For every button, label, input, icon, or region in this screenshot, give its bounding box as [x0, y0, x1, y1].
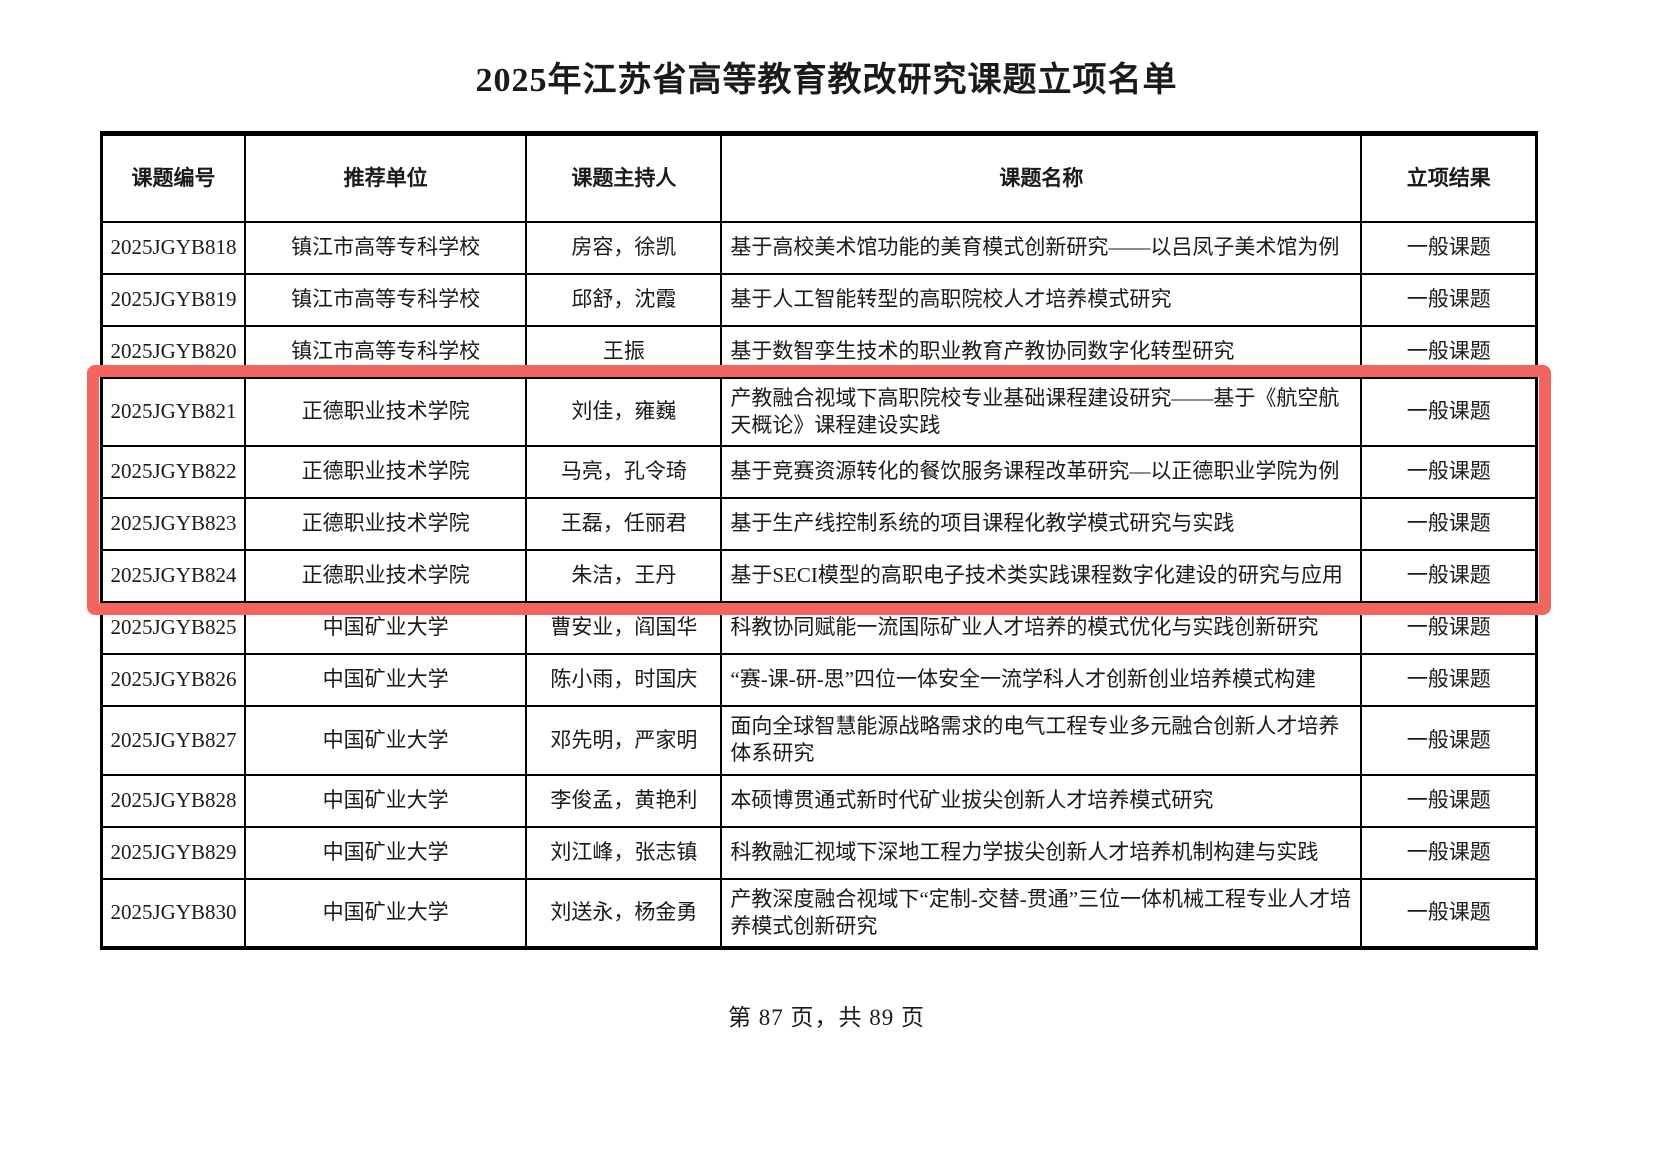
cell-approval-result: 一般课题 — [1360, 825, 1538, 880]
table-row: 2025JGYB828 中国矿业大学 李俊孟，黄艳利 本硕博贯通式新时代矿业拔尖创新人… — [100, 773, 1538, 828]
column-header-project-code: 课题编号 — [100, 132, 246, 223]
cell-project-leader: 李俊孟，黄艳利 — [525, 773, 723, 828]
cell-project-leader: 刘送永，杨金勇 — [525, 877, 723, 950]
cell-approval-result: 一般课题 — [1360, 324, 1538, 379]
cell-project-code: 2025JGYB830 — [100, 877, 246, 950]
cell-project-title: 科教协同赋能一流国际矿业人才培养的模式优化与实践创新研究 — [720, 601, 1363, 656]
cell-approval-result: 一般课题 — [1360, 877, 1538, 950]
cell-recommending-unit: 镇江市高等专科学校 — [243, 324, 528, 379]
cell-project-title: 面向全球智慧能源战略需求的电气工程专业多元融合创新人才培养体系研究 — [720, 705, 1363, 776]
cell-recommending-unit: 镇江市高等专科学校 — [243, 220, 528, 275]
table-row: 2025JGYB830 中国矿业大学 刘送永，杨金勇 产教深度融合视域下“定制-交替-… — [100, 877, 1538, 950]
cell-project-leader: 刘江峰，张志镇 — [525, 825, 723, 880]
cell-project-leader: 邱舒，沈霞 — [525, 272, 723, 327]
cell-project-title: 本硕博贯通式新时代矿业拔尖创新人才培养模式研究 — [720, 773, 1363, 828]
cell-project-leader: 王磊，任丽君 — [525, 497, 723, 552]
cell-project-title: 基于SECI模型的高职电子技术类实践课程数字化建设的研究与应用 — [720, 549, 1363, 604]
cell-project-title: 基于竞赛资源转化的餐饮服务课程改革研究—以正德职业学院为例 — [720, 445, 1363, 500]
cell-project-leader: 王振 — [525, 324, 723, 379]
cell-project-code: 2025JGYB822 — [100, 445, 246, 500]
table-row: 2025JGYB826 中国矿业大学 陈小雨，时国庆 “赛-课-研-思”四位一体安全一… — [100, 653, 1538, 708]
table-row: 2025JGYB829 中国矿业大学 刘江峰，张志镇 科教融汇视域下深地工程力学拔尖创… — [100, 825, 1538, 880]
cell-project-leader: 房容，徐凯 — [525, 220, 723, 275]
cell-project-leader: 邓先明，严家明 — [525, 705, 723, 776]
cell-project-code: 2025JGYB824 — [100, 549, 246, 604]
cell-recommending-unit: 中国矿业大学 — [243, 825, 528, 880]
cell-approval-result: 一般课题 — [1360, 445, 1538, 500]
table-row: 2025JGYB822 正德职业技术学院 马亮，孔令琦 基于竞赛资源转化的餐饮服务课程… — [100, 445, 1538, 500]
cell-project-title: 科教融汇视域下深地工程力学拔尖创新人才培养机制构建与实践 — [720, 825, 1363, 880]
column-header-project-title: 课题名称 — [720, 132, 1363, 223]
table-row: 2025JGYB824 正德职业技术学院 朱洁，王丹 基于SECI模型的高职电子技术类… — [100, 549, 1538, 604]
cell-approval-result: 一般课题 — [1360, 601, 1538, 656]
cell-project-code: 2025JGYB828 — [100, 773, 246, 828]
cell-approval-result: 一般课题 — [1360, 272, 1538, 327]
header-row: 课题编号 推荐单位 课题主持人 课题名称 立项结果 — [100, 132, 1538, 223]
cell-project-title: 产教深度融合视域下“定制-交替-贯通”三位一体机械工程专业人才培养模式创新研究 — [720, 877, 1363, 950]
cell-project-leader: 陈小雨，时国庆 — [525, 653, 723, 708]
cell-project-leader: 曹安业，阎国华 — [525, 601, 723, 656]
cell-project-code: 2025JGYB823 — [100, 497, 246, 552]
cell-approval-result: 一般课题 — [1360, 497, 1538, 552]
cell-recommending-unit: 中国矿业大学 — [243, 653, 528, 708]
column-header-project-leader: 课题主持人 — [525, 132, 723, 223]
cell-approval-result: 一般课题 — [1360, 220, 1538, 275]
table-body: 2025JGYB818 镇江市高等专科学校 房容，徐凯 基于高校美术馆功能的美育模式创… — [100, 220, 1538, 950]
column-header-recommending-unit: 推荐单位 — [243, 132, 528, 223]
cell-approval-result: 一般课题 — [1360, 549, 1538, 604]
cell-recommending-unit: 中国矿业大学 — [243, 705, 528, 776]
cell-recommending-unit: 正德职业技术学院 — [243, 497, 528, 552]
cell-approval-result: 一般课题 — [1360, 653, 1538, 708]
cell-approval-result: 一般课题 — [1360, 773, 1538, 828]
cell-recommending-unit: 中国矿业大学 — [243, 877, 528, 950]
cell-project-code: 2025JGYB819 — [100, 272, 246, 327]
cell-project-code: 2025JGYB827 — [100, 705, 246, 776]
cell-project-leader: 朱洁，王丹 — [525, 549, 723, 604]
cell-project-leader: 刘佳，雍巍 — [525, 376, 723, 448]
table-row: 2025JGYB825 中国矿业大学 曹安业，阎国华 科教协同赋能一流国际矿业人才培养… — [100, 601, 1538, 656]
cell-project-title: 基于人工智能转型的高职院校人才培养模式研究 — [720, 272, 1363, 327]
cell-approval-result: 一般课题 — [1360, 376, 1538, 448]
cell-project-code: 2025JGYB826 — [100, 653, 246, 708]
table-row: 2025JGYB821 正德职业技术学院 刘佳，雍巍 产教融合视域下高职院校专业基础课… — [100, 376, 1538, 448]
column-header-approval-result: 立项结果 — [1360, 132, 1538, 223]
cell-project-code: 2025JGYB821 — [100, 376, 246, 448]
cell-approval-result: 一般课题 — [1360, 705, 1538, 776]
cell-project-code: 2025JGYB818 — [100, 220, 246, 275]
cell-project-title: 基于数智孪生技术的职业教育产教协同数字化转型研究 — [720, 324, 1363, 379]
table-header: 课题编号 推荐单位 课题主持人 课题名称 立项结果 — [100, 132, 1538, 223]
table-row: 2025JGYB819 镇江市高等专科学校 邱舒，沈霞 基于人工智能转型的高职院校人才… — [100, 272, 1538, 327]
cell-project-title: 基于生产线控制系统的项目课程化教学模式研究与实践 — [720, 497, 1363, 552]
projects-table: 课题编号 推荐单位 课题主持人 课题名称 立项结果 2025JGYB818 镇江市高等专科… — [100, 131, 1538, 951]
table-row: 2025JGYB827 中国矿业大学 邓先明，严家明 面向全球智慧能源战略需求的电气工… — [100, 705, 1538, 776]
cell-recommending-unit: 镇江市高等专科学校 — [243, 272, 528, 327]
cell-project-leader: 马亮，孔令琦 — [525, 445, 723, 500]
cell-project-code: 2025JGYB829 — [100, 825, 246, 880]
table-row: 2025JGYB823 正德职业技术学院 王磊，任丽君 基于生产线控制系统的项目课程化… — [100, 497, 1538, 552]
table-row: 2025JGYB818 镇江市高等专科学校 房容，徐凯 基于高校美术馆功能的美育模式创… — [100, 220, 1538, 275]
table-row: 2025JGYB820 镇江市高等专科学校 王振 基于数智孪生技术的职业教育产教协同数… — [100, 324, 1538, 379]
cell-recommending-unit: 中国矿业大学 — [243, 601, 528, 656]
cell-project-title: 基于高校美术馆功能的美育模式创新研究——以吕凤子美术馆为例 — [720, 220, 1363, 275]
cell-recommending-unit: 正德职业技术学院 — [243, 445, 528, 500]
page-number: 第 87 页，共 89 页 — [728, 1005, 925, 1031]
cell-project-code: 2025JGYB825 — [100, 601, 246, 656]
cell-recommending-unit: 正德职业技术学院 — [243, 376, 528, 448]
cell-recommending-unit: 正德职业技术学院 — [243, 549, 528, 604]
page-title: 2025年江苏省高等教育教改研究课题立项名单 — [475, 62, 1178, 99]
cell-project-title: “赛-课-研-思”四位一体安全一流学科人才创新创业培养模式构建 — [720, 653, 1363, 708]
cell-recommending-unit: 中国矿业大学 — [243, 773, 528, 828]
cell-project-code: 2025JGYB820 — [100, 324, 246, 379]
cell-project-title: 产教融合视域下高职院校专业基础课程建设研究——基于《航空航天概论》课程建设实践 — [720, 376, 1363, 448]
